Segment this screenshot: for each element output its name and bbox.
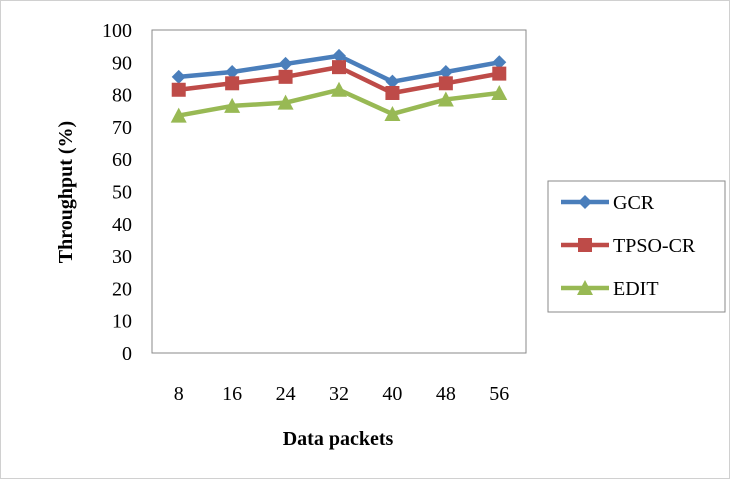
y-tick-label: 60 [112, 149, 132, 171]
data-point-tpso-cr [171, 82, 186, 97]
data-point-tpso-cr [278, 69, 293, 84]
data-point-edit [491, 84, 508, 100]
data-point-edit [384, 105, 401, 121]
data-point-gcr [438, 64, 453, 79]
data-point-tpso-cr [492, 66, 507, 81]
series-edit [170, 81, 508, 123]
data-point-edit [277, 94, 294, 110]
data-point-gcr [332, 48, 346, 63]
data-point-gcr [225, 64, 240, 79]
y-tick-label: 70 [112, 117, 132, 139]
y-tick-label: 90 [112, 52, 132, 74]
x-tick-label: 24 [276, 383, 296, 405]
x-tick-label: 32 [329, 383, 349, 405]
legend-marker-gcr [578, 195, 592, 209]
data-point-gcr [492, 55, 507, 70]
y-tick-label: 50 [112, 182, 132, 204]
plot-area [151, 29, 527, 354]
y-axis-ticks: 0 10 20 30 40 50 60 70 80 90 100 [102, 20, 132, 365]
data-point-tpso-cr [332, 60, 346, 75]
y-tick-label: 30 [112, 246, 132, 268]
y-tick-label: 0 [122, 343, 132, 365]
x-tick-label: 16 [222, 383, 242, 405]
y-tick-label: 40 [112, 214, 132, 236]
x-axis-title: Data packets [283, 428, 394, 450]
series-gcr [171, 48, 507, 89]
legend-label-tpso-cr: TPSO-CR [613, 235, 696, 257]
legend-label-edit: EDIT [613, 278, 659, 300]
x-axis-ticks: 8 16 24 32 40 48 56 [174, 383, 510, 405]
y-axis-title: Throughput (%) [55, 121, 77, 263]
y-tick-label: 10 [112, 311, 132, 333]
x-tick-label: 48 [436, 383, 456, 405]
data-point-edit [437, 91, 454, 107]
data-point-tpso-cr [225, 76, 240, 91]
data-point-gcr [385, 74, 400, 89]
x-tick-label: 8 [174, 383, 184, 405]
y-tick-label: 80 [112, 85, 132, 107]
data-point-edit [224, 97, 241, 113]
legend-marker-edit [577, 280, 593, 295]
data-point-tpso-cr [385, 85, 400, 100]
legend-marker-tpso-cr [578, 238, 592, 252]
y-tick-label: 100 [102, 20, 132, 42]
x-tick-label: 56 [489, 383, 509, 405]
series-tpso-cr [171, 60, 507, 100]
data-point-edit [170, 107, 187, 123]
data-point-tpso-cr [438, 76, 453, 91]
data-point-gcr [171, 69, 186, 84]
legend: GCR TPSO-CR EDIT [547, 180, 726, 313]
data-point-edit [331, 81, 347, 97]
y-tick-label: 20 [112, 278, 132, 300]
x-tick-label: 40 [382, 383, 402, 405]
series-layer [170, 48, 508, 123]
data-point-gcr [278, 56, 293, 71]
legend-label-gcr: GCR [613, 192, 655, 214]
